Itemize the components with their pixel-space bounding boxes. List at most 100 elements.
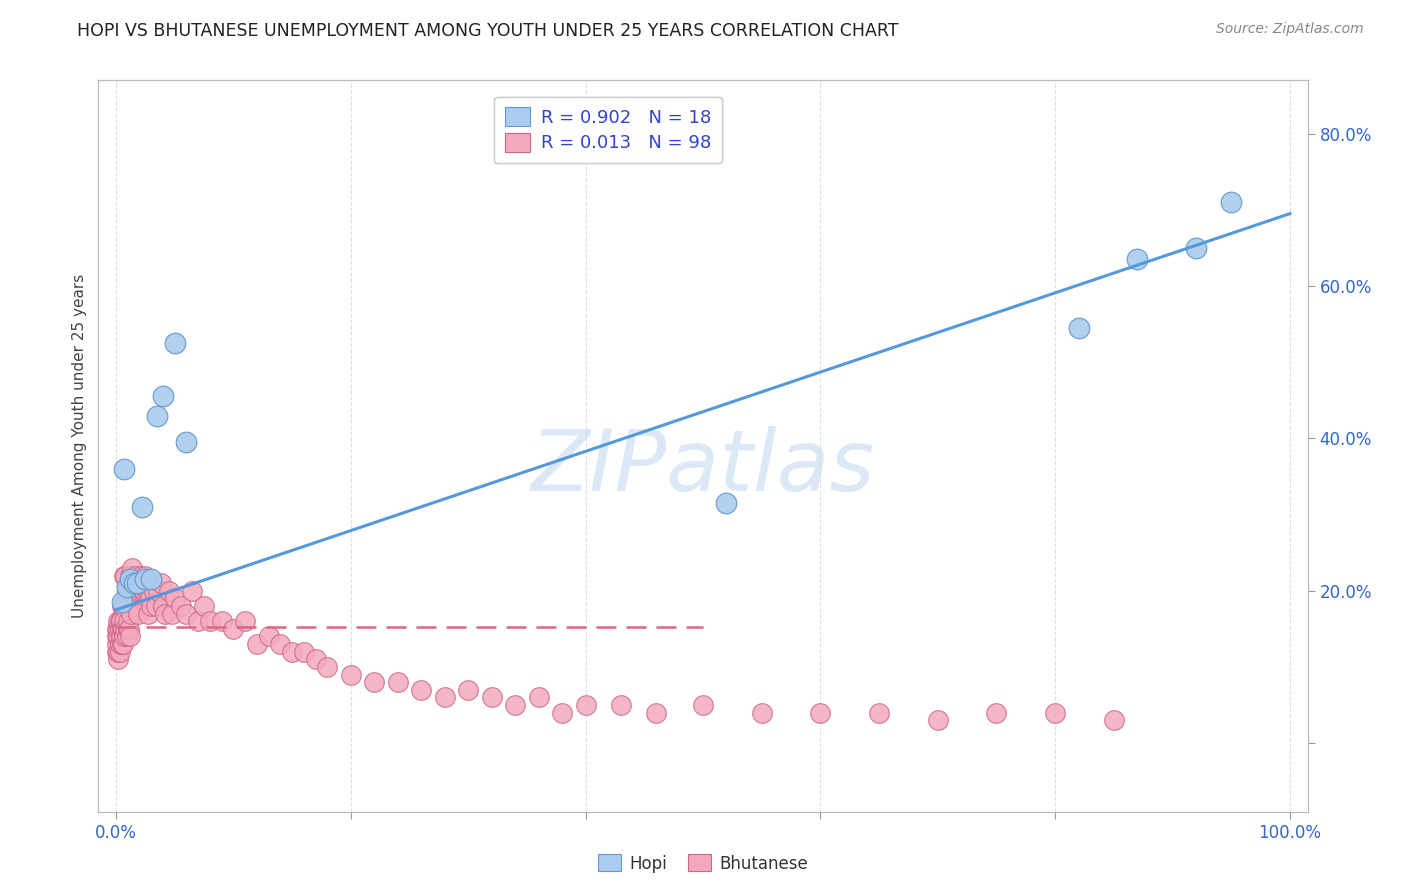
- Point: [125, 583, 148, 598]
- Point: [134, 583, 156, 598]
- Point: [114, 622, 136, 636]
- Text: Source: ZipAtlas.com: Source: ZipAtlas.com: [1216, 22, 1364, 37]
- Point: [610, 698, 633, 712]
- Point: [527, 690, 550, 705]
- Point: [1043, 706, 1066, 720]
- Point: [433, 690, 456, 705]
- Point: [457, 682, 479, 697]
- Point: [135, 583, 157, 598]
- Point: [107, 652, 129, 666]
- Point: [121, 561, 143, 575]
- Point: [148, 583, 170, 598]
- Point: [181, 583, 204, 598]
- Point: [340, 667, 363, 681]
- Point: [107, 645, 129, 659]
- Point: [111, 637, 134, 651]
- Point: [108, 614, 131, 628]
- Point: [292, 645, 315, 659]
- Point: [169, 599, 191, 613]
- Point: [118, 622, 141, 636]
- Point: [1067, 321, 1090, 335]
- Point: [111, 599, 134, 613]
- Point: [105, 630, 128, 644]
- Point: [107, 622, 129, 636]
- Point: [176, 435, 198, 450]
- Point: [139, 591, 162, 606]
- Point: [117, 614, 139, 628]
- Point: [1102, 714, 1125, 728]
- Point: [136, 607, 159, 621]
- Point: [1220, 195, 1243, 210]
- Point: [986, 706, 1008, 720]
- Point: [551, 706, 574, 720]
- Point: [120, 572, 142, 586]
- Point: [112, 462, 135, 476]
- Point: [1126, 252, 1149, 267]
- Point: [115, 630, 138, 644]
- Point: [111, 622, 134, 636]
- Point: [131, 500, 153, 514]
- Point: [411, 682, 433, 697]
- Point: [108, 622, 131, 636]
- Point: [176, 607, 198, 621]
- Point: [117, 622, 139, 636]
- Point: [163, 336, 186, 351]
- Point: [716, 496, 738, 510]
- Point: [105, 637, 128, 651]
- Point: [152, 389, 174, 403]
- Point: [114, 568, 136, 582]
- Point: [112, 599, 135, 613]
- Point: [127, 576, 149, 591]
- Point: [122, 576, 145, 591]
- Point: [134, 572, 156, 586]
- Point: [152, 599, 174, 613]
- Point: [105, 622, 128, 636]
- Point: [112, 630, 135, 644]
- Point: [316, 660, 339, 674]
- Point: [142, 583, 165, 598]
- Point: [141, 572, 163, 586]
- Point: [108, 645, 131, 659]
- Point: [129, 568, 152, 582]
- Point: [141, 599, 163, 613]
- Point: [246, 637, 269, 651]
- Point: [162, 607, 184, 621]
- Point: [128, 583, 150, 598]
- Text: HOPI VS BHUTANESE UNEMPLOYMENT AMONG YOUTH UNDER 25 YEARS CORRELATION CHART: HOPI VS BHUTANESE UNEMPLOYMENT AMONG YOU…: [77, 22, 898, 40]
- Point: [211, 614, 233, 628]
- Point: [149, 576, 172, 591]
- Point: [233, 614, 256, 628]
- Y-axis label: Unemployment Among Youth under 25 years: Unemployment Among Youth under 25 years: [72, 274, 87, 618]
- Point: [120, 607, 142, 621]
- Point: [692, 698, 714, 712]
- Point: [808, 706, 831, 720]
- Point: [269, 637, 291, 651]
- Point: [145, 599, 167, 613]
- Point: [751, 706, 773, 720]
- Point: [132, 583, 155, 598]
- Point: [127, 576, 149, 591]
- Point: [120, 568, 142, 582]
- Point: [112, 568, 135, 582]
- Point: [120, 630, 142, 644]
- Point: [127, 607, 149, 621]
- Point: [187, 614, 209, 628]
- Point: [363, 675, 385, 690]
- Point: [108, 637, 131, 651]
- Point: [281, 645, 304, 659]
- Point: [503, 698, 526, 712]
- Point: [107, 630, 129, 644]
- Legend: Hopi, Bhutanese: Hopi, Bhutanese: [592, 847, 814, 880]
- Point: [868, 706, 890, 720]
- Point: [115, 583, 138, 598]
- Point: [155, 607, 177, 621]
- Point: [131, 576, 153, 591]
- Point: [387, 675, 409, 690]
- Point: [193, 599, 215, 613]
- Point: [138, 583, 160, 598]
- Point: [112, 637, 135, 651]
- Point: [575, 698, 598, 712]
- Point: [111, 595, 134, 609]
- Text: ZIPatlas: ZIPatlas: [531, 426, 875, 509]
- Point: [222, 622, 245, 636]
